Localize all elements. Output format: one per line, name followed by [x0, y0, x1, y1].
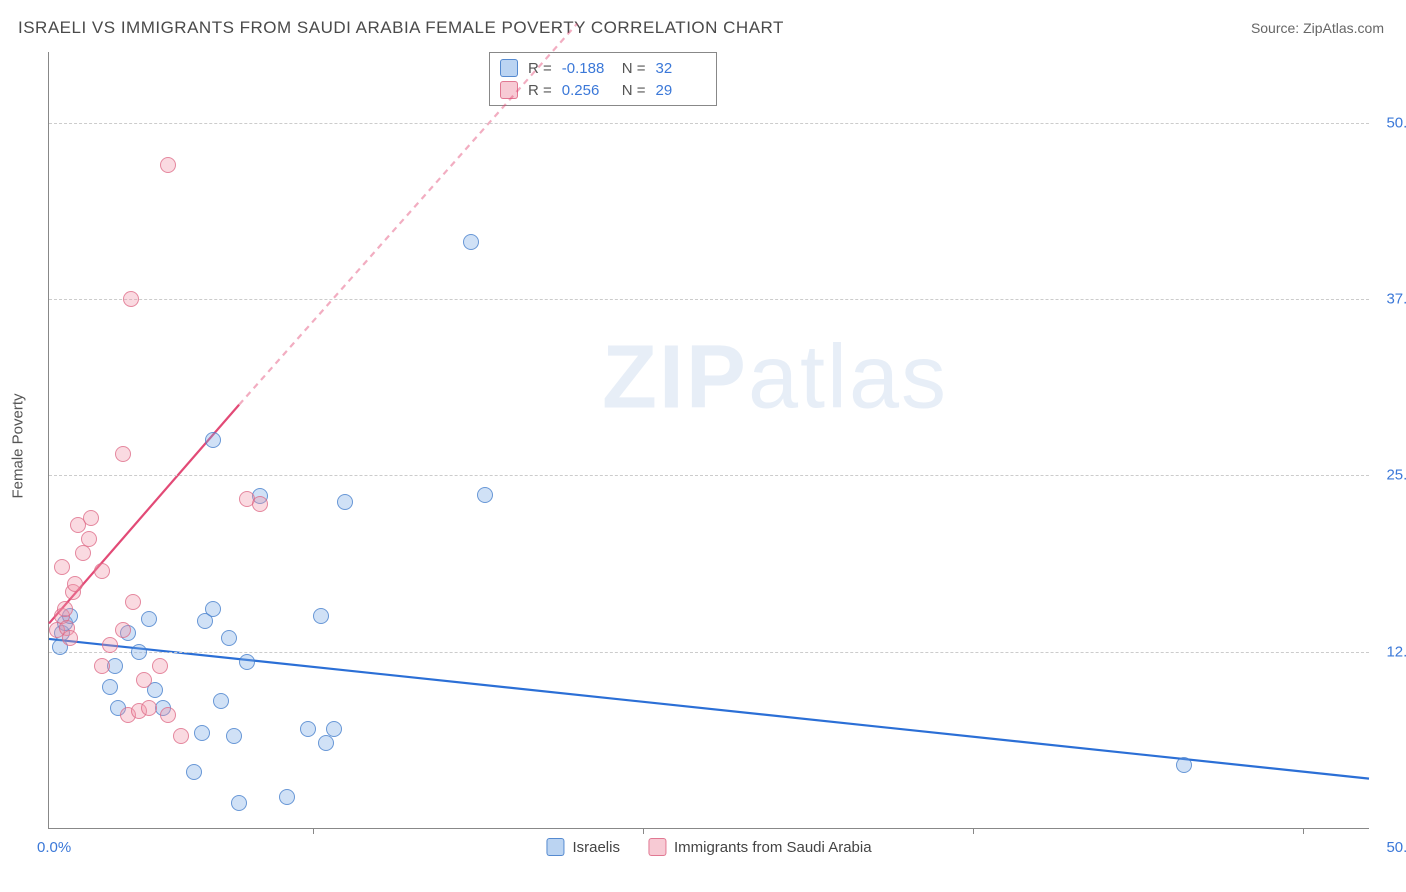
xtick	[643, 828, 644, 834]
data-point	[1176, 757, 1192, 773]
data-point	[67, 576, 83, 592]
data-point	[141, 611, 157, 627]
trend-lines	[49, 52, 1369, 828]
data-point	[477, 487, 493, 503]
yaxis-title: Female Poverty	[10, 393, 27, 498]
data-point	[57, 601, 73, 617]
data-point	[75, 545, 91, 561]
xtick-label-start: 0.0%	[37, 839, 71, 856]
data-point	[123, 291, 139, 307]
series-legend-label: Immigrants from Saudi Arabia	[674, 839, 872, 856]
ytick-label: 25.0%	[1374, 467, 1406, 484]
data-point	[115, 446, 131, 462]
legend-swatch	[546, 838, 564, 856]
data-point	[102, 679, 118, 695]
ytick-label: 50.0%	[1374, 114, 1406, 131]
data-point	[83, 510, 99, 526]
data-point	[326, 721, 342, 737]
data-point	[141, 700, 157, 716]
data-point	[81, 531, 97, 547]
data-point	[239, 654, 255, 670]
data-point	[186, 764, 202, 780]
ytick-label: 12.5%	[1374, 643, 1406, 660]
data-point	[252, 496, 268, 512]
data-point	[160, 707, 176, 723]
data-point	[213, 693, 229, 709]
data-point	[136, 672, 152, 688]
gridline	[49, 123, 1369, 124]
data-point	[463, 234, 479, 250]
data-point	[337, 494, 353, 510]
data-point	[231, 795, 247, 811]
data-point	[115, 622, 131, 638]
data-point	[94, 658, 110, 674]
data-point	[131, 644, 147, 660]
legend-swatch	[648, 838, 666, 856]
data-point	[205, 432, 221, 448]
gridline	[49, 299, 1369, 300]
chart-container: ISRAELI VS IMMIGRANTS FROM SAUDI ARABIA …	[0, 0, 1406, 892]
data-point	[102, 637, 118, 653]
series-legend-item: Immigrants from Saudi Arabia	[648, 838, 872, 856]
data-point	[54, 559, 70, 575]
data-point	[221, 630, 237, 646]
gridline	[49, 475, 1369, 476]
series-legend: Israelis Immigrants from Saudi Arabia	[546, 838, 871, 856]
xtick	[1303, 828, 1304, 834]
series-legend-item: Israelis	[546, 838, 620, 856]
data-point	[173, 728, 189, 744]
ytick-label: 37.5%	[1374, 290, 1406, 307]
xtick-label-end: 50.0%	[1386, 839, 1406, 856]
data-point	[313, 608, 329, 624]
data-point	[125, 594, 141, 610]
xtick	[973, 828, 974, 834]
series-legend-label: Israelis	[572, 839, 620, 856]
data-point	[226, 728, 242, 744]
gridline	[49, 652, 1369, 653]
data-point	[152, 658, 168, 674]
data-point	[160, 157, 176, 173]
data-point	[318, 735, 334, 751]
data-point	[194, 725, 210, 741]
xtick	[313, 828, 314, 834]
chart-title: ISRAELI VS IMMIGRANTS FROM SAUDI ARABIA …	[18, 18, 784, 38]
data-point	[279, 789, 295, 805]
data-point	[300, 721, 316, 737]
plot-area: ZIPatlas R =-0.188N =32R =0.256N =29 Isr…	[48, 52, 1369, 829]
data-point	[205, 601, 221, 617]
source-label: Source: ZipAtlas.com	[1251, 20, 1384, 36]
data-point	[94, 563, 110, 579]
data-point	[62, 630, 78, 646]
